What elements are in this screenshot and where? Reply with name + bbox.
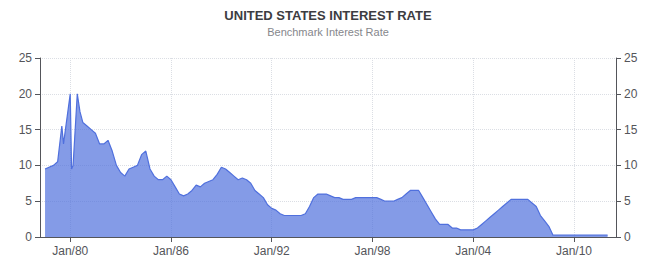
svg-text:15: 15: [624, 123, 638, 137]
svg-text:0: 0: [624, 230, 631, 244]
svg-text:Jan/98: Jan/98: [354, 244, 390, 258]
svg-text:25: 25: [19, 51, 33, 65]
svg-text:5: 5: [25, 194, 32, 208]
svg-text:Jan/86: Jan/86: [153, 244, 189, 258]
svg-text:Jan/80: Jan/80: [52, 244, 88, 258]
svg-text:UNITED STATES INTEREST RATE: UNITED STATES INTEREST RATE: [224, 8, 432, 23]
svg-text:25: 25: [624, 51, 638, 65]
svg-text:5: 5: [624, 194, 631, 208]
svg-text:Jan/04: Jan/04: [455, 244, 491, 258]
svg-text:Jan/92: Jan/92: [254, 244, 290, 258]
svg-text:15: 15: [19, 123, 33, 137]
svg-text:Jan/10: Jan/10: [556, 244, 592, 258]
svg-text:20: 20: [624, 87, 638, 101]
svg-text:0: 0: [25, 230, 32, 244]
svg-text:10: 10: [19, 158, 33, 172]
svg-text:10: 10: [624, 158, 638, 172]
svg-text:20: 20: [19, 87, 33, 101]
svg-text:Benchmark Interest Rate: Benchmark Interest Rate: [267, 26, 389, 38]
